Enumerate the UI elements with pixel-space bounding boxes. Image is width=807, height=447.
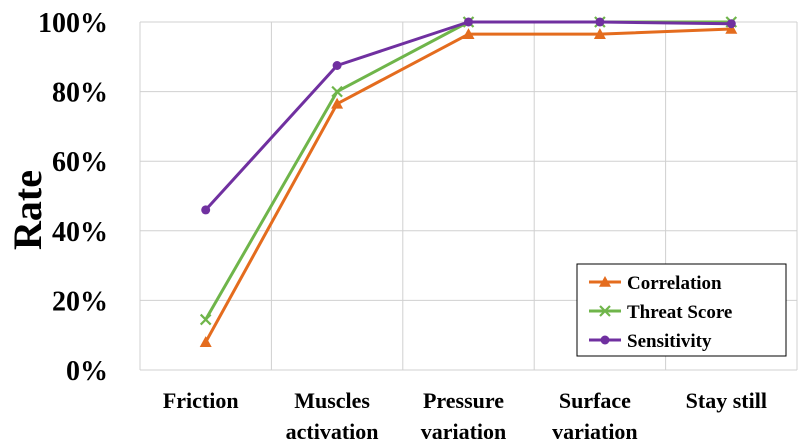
y-tick-label: 40% (52, 217, 108, 248)
y-tick-label: 60% (52, 147, 108, 178)
legend-item: Sensitivity (589, 331, 712, 352)
data-point (199, 313, 212, 326)
x-tick-label: variation (552, 419, 638, 444)
legend: Correlation Threat Score Sensitivity (576, 263, 787, 357)
x-tick-label: Friction (163, 388, 239, 413)
data-point (332, 61, 342, 70)
data-point (599, 276, 611, 287)
y-tick-labels: 0% 20% 40% 60% 80% 100% (38, 8, 108, 387)
series-sensitivity (201, 17, 736, 215)
data-point (593, 28, 606, 39)
y-tick-label: 20% (52, 286, 108, 317)
data-point (725, 22, 738, 34)
x-tick-label: Pressure (423, 388, 504, 413)
x-tick-label: Surface (559, 388, 631, 413)
x-tick-label: variation (421, 419, 507, 444)
y-tick-label: 100% (38, 8, 108, 39)
x-tick-label: activation (286, 419, 379, 444)
series-correlation (199, 22, 738, 347)
legend-label: Sensitivity (627, 331, 712, 352)
data-point (331, 97, 344, 109)
data-point (331, 85, 343, 98)
data-point (595, 17, 605, 27)
data-point (199, 336, 212, 347)
data-point (726, 19, 736, 29)
x-tick-labels: Friction Muscles activation Pressure variati… (163, 388, 767, 444)
y-tick-label: 80% (52, 78, 108, 109)
data-point (462, 28, 475, 39)
y-tick-label: 0% (66, 356, 108, 387)
data-point (600, 335, 610, 345)
x-tick-label: Stay still (686, 388, 767, 413)
data-point (599, 305, 611, 317)
data-point (201, 205, 211, 215)
data-point (464, 17, 473, 27)
legend-item: Threat Score (589, 302, 732, 323)
x-tick-label: Muscles (294, 388, 370, 413)
legend-label: Threat Score (627, 302, 732, 323)
legend-label: Correlation (627, 273, 722, 294)
series-lines (199, 16, 738, 347)
y-axis-label: Rate (5, 170, 50, 250)
legend-item: Correlation (589, 273, 722, 294)
